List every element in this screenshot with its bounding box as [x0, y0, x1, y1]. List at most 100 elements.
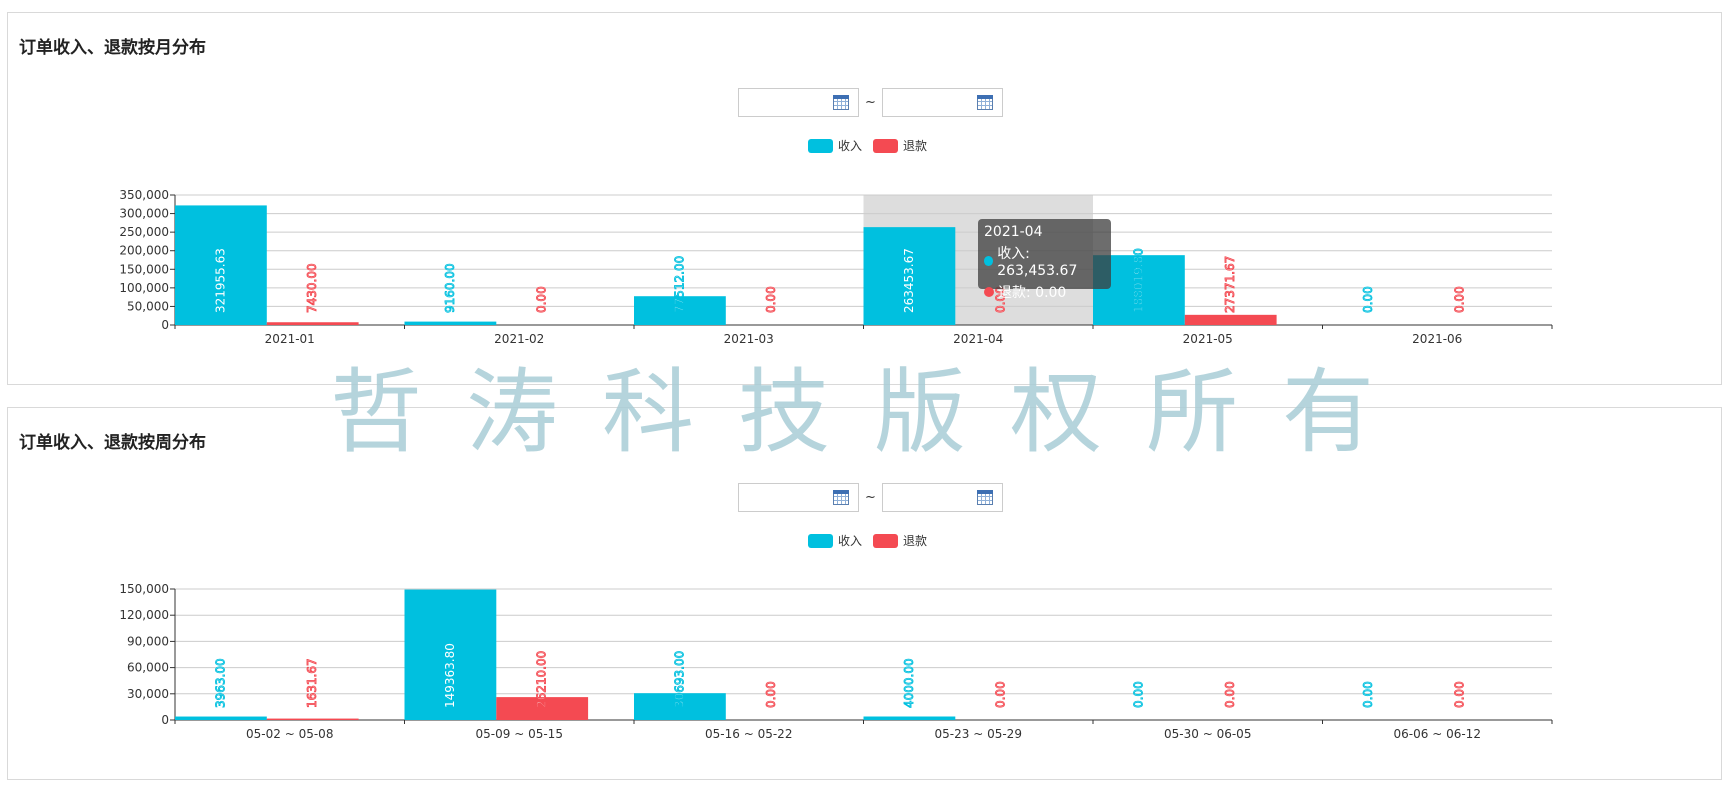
date-range: ~ — [738, 88, 1003, 117]
data-label: 0.00 — [994, 286, 1008, 313]
x-tick-label: 2021-03 — [724, 332, 774, 346]
legend-item-refund[interactable]: 退款 — [873, 532, 927, 549]
x-tick-label: 2021-06 — [1412, 332, 1462, 346]
x-tick-label: 05-30 ~ 06-05 — [1164, 727, 1251, 741]
refund-bar — [266, 718, 359, 720]
panel-title: 订单收入、退款按月分布 — [19, 38, 206, 58]
date-range: ~ — [738, 483, 1003, 512]
start-date-input[interactable] — [743, 484, 835, 512]
legend-swatch-refund — [873, 138, 899, 153]
income-bar — [175, 205, 267, 325]
data-label: 30693.00 — [672, 651, 686, 708]
y-tick-label: 120,000 — [119, 608, 169, 622]
calendar-icon[interactable] — [833, 95, 849, 110]
data-label: 0.00 — [764, 681, 778, 708]
data-label: 321955.63 — [213, 248, 227, 313]
data-label: 0.00 — [764, 286, 778, 313]
x-tick-label: 2021-05 — [1183, 332, 1233, 346]
income-bar — [863, 227, 956, 325]
y-tick-label: 0 — [161, 713, 169, 727]
tooltip-row-refund: 退款: 0.00 — [984, 282, 1105, 302]
data-label: 77512.00 — [672, 256, 686, 313]
refund-bar — [266, 322, 359, 325]
y-tick-label: 350,000 — [119, 188, 169, 202]
data-label: 7430.00 — [305, 263, 319, 313]
data-label: 0.00 — [535, 286, 549, 313]
tooltip-dot-refund — [984, 287, 994, 297]
y-tick-label: 150,000 — [119, 582, 169, 596]
income-bar — [404, 321, 497, 325]
legend-swatch-refund — [873, 533, 899, 548]
end-date-field[interactable] — [881, 88, 1003, 117]
calendar-icon[interactable] — [976, 490, 993, 505]
data-label: 26210.00 — [535, 651, 549, 708]
y-tick-label: 300,000 — [119, 207, 169, 221]
y-tick-label: 60,000 — [127, 661, 169, 675]
legend-item-income[interactable]: 收入 — [808, 137, 862, 154]
y-tick-label: 90,000 — [127, 634, 169, 648]
tooltip-value: 退款: 0.00 — [998, 285, 1067, 301]
data-label: 263453.67 — [902, 248, 916, 313]
y-tick-label: 0 — [161, 318, 169, 332]
legend-swatch-income — [808, 138, 833, 153]
x-tick-label: 2021-02 — [494, 332, 544, 346]
tooltip-value: 收入: 263,453.67 — [997, 246, 1078, 279]
data-label: 9160.00 — [443, 263, 457, 313]
data-label: 4000.00 — [902, 658, 916, 708]
chart-legend: 收入 退款 — [808, 137, 938, 154]
data-label: 0.00 — [994, 681, 1008, 708]
data-label: 1631.67 — [305, 658, 319, 708]
legend-label: 退款 — [903, 139, 928, 153]
y-tick-label: 250,000 — [119, 225, 169, 239]
data-label: 0.00 — [1453, 681, 1467, 708]
income-bar — [863, 716, 956, 720]
legend-label: 收入 — [838, 139, 863, 153]
start-date-input[interactable] — [743, 89, 835, 117]
income-bar — [404, 589, 497, 720]
data-label: 0.00 — [1131, 681, 1145, 708]
end-date-field[interactable] — [881, 483, 1003, 512]
income-bar — [634, 693, 726, 720]
data-label: 188019.80 — [1131, 248, 1145, 313]
tooltip-dot-income — [984, 256, 994, 266]
y-tick-label: 100,000 — [119, 281, 169, 295]
legend-label: 收入 — [838, 534, 863, 548]
tooltip-row-income: 收入: 263,453.67 — [984, 243, 1105, 279]
income-bar — [634, 296, 726, 325]
x-tick-label: 2021-04 — [953, 332, 1003, 346]
x-tick-label: 2021-01 — [265, 332, 315, 346]
data-label: 3963.00 — [213, 658, 227, 708]
x-tick-label: 05-23 ~ 05-29 — [935, 727, 1022, 741]
x-tick-label: 05-09 ~ 05-15 — [476, 727, 563, 741]
data-label: 149363.80 — [443, 643, 457, 708]
data-label: 27371.67 — [1223, 256, 1237, 313]
data-label: 0.00 — [1453, 286, 1467, 313]
legend-item-refund[interactable]: 退款 — [873, 137, 927, 154]
x-tick-label: 05-16 ~ 05-22 — [705, 727, 792, 741]
legend-item-income[interactable]: 收入 — [808, 532, 862, 549]
chart-legend: 收入 退款 — [808, 532, 938, 549]
range-separator: ~ — [865, 95, 876, 110]
calendar-icon[interactable] — [976, 95, 993, 110]
range-separator: ~ — [865, 490, 876, 505]
panel-title: 订单收入、退款按周分布 — [19, 433, 206, 453]
data-label: 0.00 — [1361, 681, 1375, 708]
refund-bar — [496, 697, 589, 720]
refund-bar — [1184, 314, 1277, 325]
x-tick-label: 06-06 ~ 06-12 — [1394, 727, 1481, 741]
y-tick-label: 50,000 — [127, 299, 169, 313]
chart-tooltip: 2021-04 收入: 263,453.67 退款: 0.00 — [978, 219, 1111, 301]
start-date-field[interactable] — [738, 483, 859, 512]
y-tick-label: 150,000 — [119, 262, 169, 276]
data-label: 0.00 — [1361, 286, 1375, 313]
x-tick-label: 05-02 ~ 05-08 — [246, 727, 333, 741]
end-date-input[interactable] — [886, 89, 979, 117]
income-bar — [175, 716, 267, 720]
start-date-field[interactable] — [738, 88, 859, 117]
end-date-input[interactable] — [886, 484, 979, 512]
y-tick-label: 30,000 — [127, 687, 169, 701]
legend-label: 退款 — [903, 534, 928, 548]
calendar-icon[interactable] — [833, 490, 849, 505]
y-tick-label: 200,000 — [119, 244, 169, 258]
